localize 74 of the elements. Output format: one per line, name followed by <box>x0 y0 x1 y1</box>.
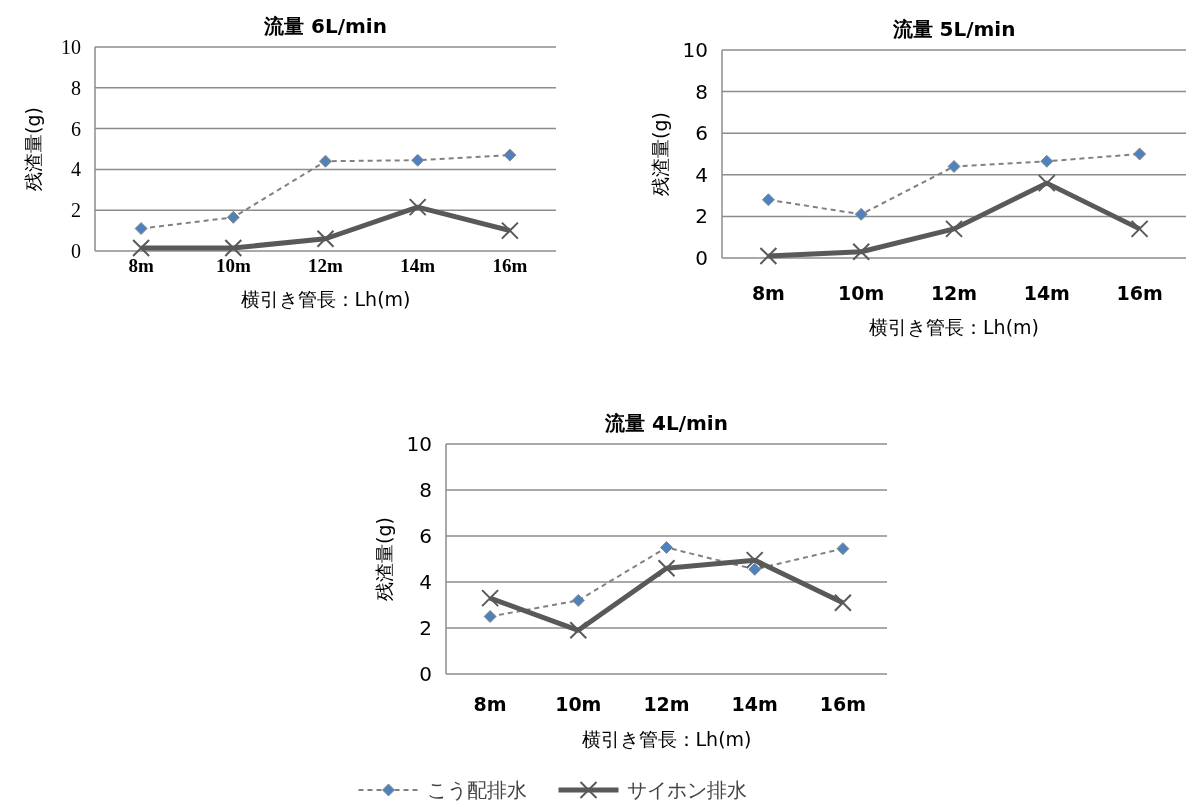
y-tick-label: 10 <box>61 36 81 58</box>
point <box>759 246 778 265</box>
y-tick-label: 4 <box>695 162 708 187</box>
point <box>945 219 963 238</box>
point <box>134 222 148 236</box>
y-tick-label: 10 <box>682 38 708 62</box>
y-tick-label: 8 <box>695 79 708 104</box>
y-tick-label: 0 <box>695 246 708 270</box>
y-tick-label: 4 <box>71 158 81 181</box>
point <box>947 159 961 173</box>
point <box>660 541 673 554</box>
point <box>408 198 427 217</box>
y-tick-label: 2 <box>695 204 708 229</box>
chart-title: 流量 5L/min <box>891 17 1016 41</box>
y-tick-label: 2 <box>419 616 432 640</box>
x-tick-label: 16m <box>492 255 528 276</box>
chart-title: 流量 6L/min <box>263 14 387 38</box>
y-tick-label: 2 <box>71 199 81 222</box>
x-tick-label: 14m <box>1023 282 1070 304</box>
x-tick-label: 12m <box>930 282 978 304</box>
x-tick-label: 8m <box>473 693 507 715</box>
y-axis-title: 残渣量(g) <box>649 112 671 196</box>
y-tick-label: 8 <box>71 76 81 99</box>
x-tick-label: 16m <box>819 693 867 715</box>
point <box>500 221 519 240</box>
point <box>854 207 868 221</box>
x-tick-label: 8m <box>751 282 785 304</box>
point <box>836 542 850 556</box>
x-tick-label: 10m <box>838 282 885 304</box>
point <box>1037 174 1056 193</box>
point <box>745 551 764 570</box>
point <box>852 242 871 261</box>
x-axis-title: 横引き管長：Lh(m) <box>240 288 411 310</box>
x-tick-label: 14m <box>400 255 436 276</box>
point <box>132 238 151 257</box>
x-tick-label: 10m <box>555 693 602 715</box>
x-axis-title: 横引き管長：Lh(m) <box>869 316 1039 338</box>
point <box>571 593 585 607</box>
y-tick-label: 6 <box>71 117 81 140</box>
x-tick-label: 14m <box>731 693 778 715</box>
point <box>657 559 676 578</box>
x-tick-label: 12m <box>643 693 690 715</box>
legend-label: こう配排水 <box>426 778 527 802</box>
point <box>316 229 335 248</box>
point <box>319 154 332 168</box>
y-tick-label: 6 <box>419 524 432 548</box>
point <box>569 621 588 640</box>
x-tick-label: 12m <box>308 255 344 276</box>
point <box>1040 154 1054 168</box>
y-tick-label: 8 <box>419 478 432 502</box>
x-axis-title: 横引き管長：Lh(m) <box>581 728 752 750</box>
point <box>761 193 775 207</box>
point <box>224 238 243 257</box>
chart-title: 流量 4L/min <box>604 411 728 435</box>
point <box>1133 147 1147 161</box>
y-tick-label: 6 <box>695 121 708 146</box>
x-tick-label: 10m <box>215 255 251 276</box>
y-tick-label: 4 <box>419 570 432 594</box>
point <box>748 562 762 576</box>
y-tick-label: 0 <box>419 662 432 686</box>
point <box>411 153 425 167</box>
point <box>503 148 517 162</box>
point <box>483 610 497 623</box>
y-axis-title: 残渣量(g) <box>373 517 395 601</box>
point <box>1130 219 1149 238</box>
y-axis-title: 残渣量(g) <box>22 107 44 191</box>
x-tick-label: 16m <box>1116 282 1163 304</box>
point <box>226 210 240 224</box>
legend-label: サイホン排水 <box>626 778 747 802</box>
point <box>833 593 852 612</box>
point <box>481 589 500 608</box>
x-tick-label: 8m <box>128 255 154 276</box>
y-tick-label: 10 <box>406 432 432 456</box>
y-tick-label: 0 <box>71 240 81 262</box>
